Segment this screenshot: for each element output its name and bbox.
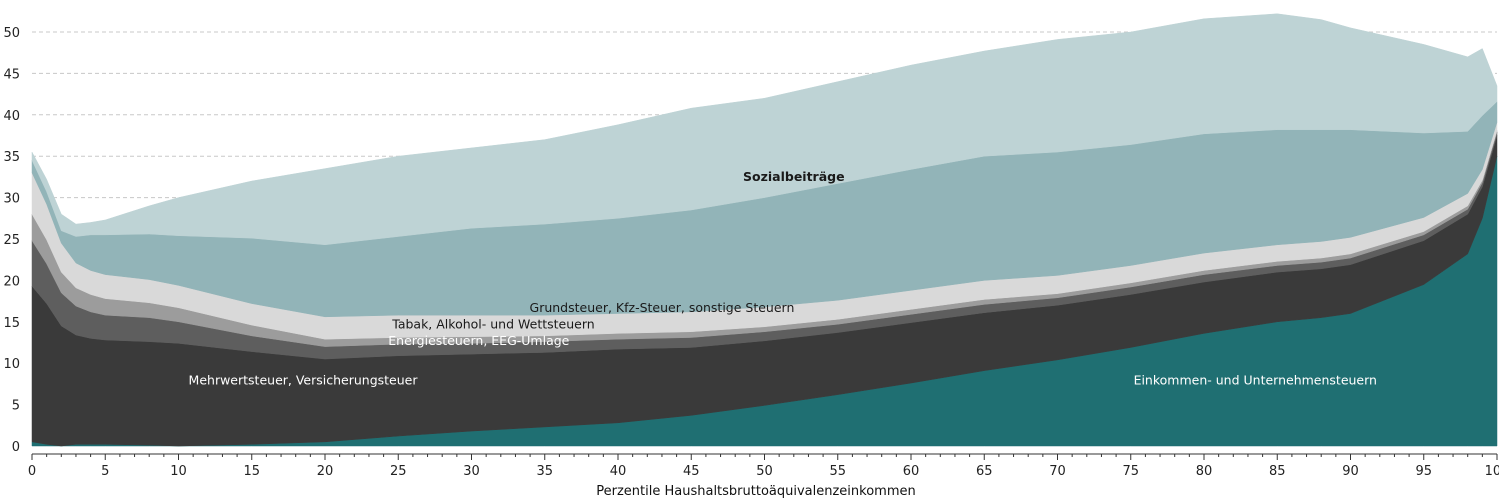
area-series-6 — [31, 13, 1498, 246]
y-tick-label: 35 — [3, 150, 20, 165]
y-tick-label: 45 — [3, 67, 20, 82]
series-label: Tabak, Alkohol- und Wettsteuern — [391, 316, 594, 331]
x-tick-label: 60 — [903, 464, 920, 479]
x-tick-label: 35 — [536, 464, 553, 479]
x-tick-label: 20 — [317, 464, 334, 479]
series-label: Sozialbeiträge — [743, 169, 845, 184]
y-tick-label: 0 — [12, 440, 20, 455]
y-tick-label: 25 — [3, 233, 20, 248]
x-tick-label: 75 — [1122, 464, 1139, 479]
series-label: Energiesteuern, EEG-Umlage — [388, 333, 569, 348]
x-tick-label: 40 — [610, 464, 627, 479]
x-tick-label: 30 — [463, 464, 480, 479]
series-label: Mehrwertsteuer, Versicherungsteuer — [189, 373, 419, 388]
x-tick-label: 0 — [28, 464, 36, 479]
series-labels: Sozialbeiträge Grundsteuer, Kfz-Steuer, s… — [189, 169, 1377, 388]
y-axis-ticks: 0 5 10 15 20 25 30 35 40 45 50 — [3, 26, 20, 455]
series-label: Einkommen- und Unternehmensteuern — [1134, 373, 1377, 388]
x-tick-label: 80 — [1196, 464, 1213, 479]
x-tick-label: 55 — [829, 464, 846, 479]
y-tick-label: 30 — [3, 192, 20, 207]
area-series — [31, 13, 1498, 447]
x-tick-label: 5 — [101, 464, 109, 479]
x-axis-label: Perzentile Haushaltsbruttoäquivalenzeink… — [596, 484, 916, 499]
x-tick-label: 95 — [1415, 464, 1432, 479]
x-tick-label: 90 — [1342, 464, 1359, 479]
x-tick-label: 45 — [683, 464, 700, 479]
x-tick-label: 25 — [390, 464, 407, 479]
y-tick-label: 10 — [3, 357, 20, 372]
x-tick-label: 65 — [976, 464, 993, 479]
x-tick-label: 10 — [170, 464, 187, 479]
series-label: Grundsteuer, Kfz-Steuer, sonstige Steuer… — [530, 300, 795, 315]
y-tick-label: 15 — [3, 316, 20, 331]
x-axis: 0 5 10 15 20 25 30 35 40 45 50 55 60 65 70 75 80 85 90 95 10… — [28, 453, 1499, 479]
y-tick-label: 50 — [3, 26, 20, 41]
y-tick-label: 5 — [12, 399, 20, 414]
x-tick-label: 70 — [1049, 464, 1066, 479]
y-tick-label: 40 — [3, 109, 20, 124]
x-tick-label: 100 — [1485, 464, 1499, 479]
x-tick-label: 85 — [1269, 464, 1286, 479]
y-tick-label: 20 — [3, 274, 20, 289]
x-tick-label: 15 — [243, 464, 260, 479]
x-tick-label: 50 — [756, 464, 773, 479]
